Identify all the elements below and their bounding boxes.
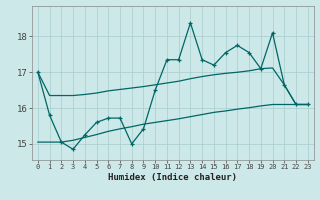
X-axis label: Humidex (Indice chaleur): Humidex (Indice chaleur) <box>108 173 237 182</box>
